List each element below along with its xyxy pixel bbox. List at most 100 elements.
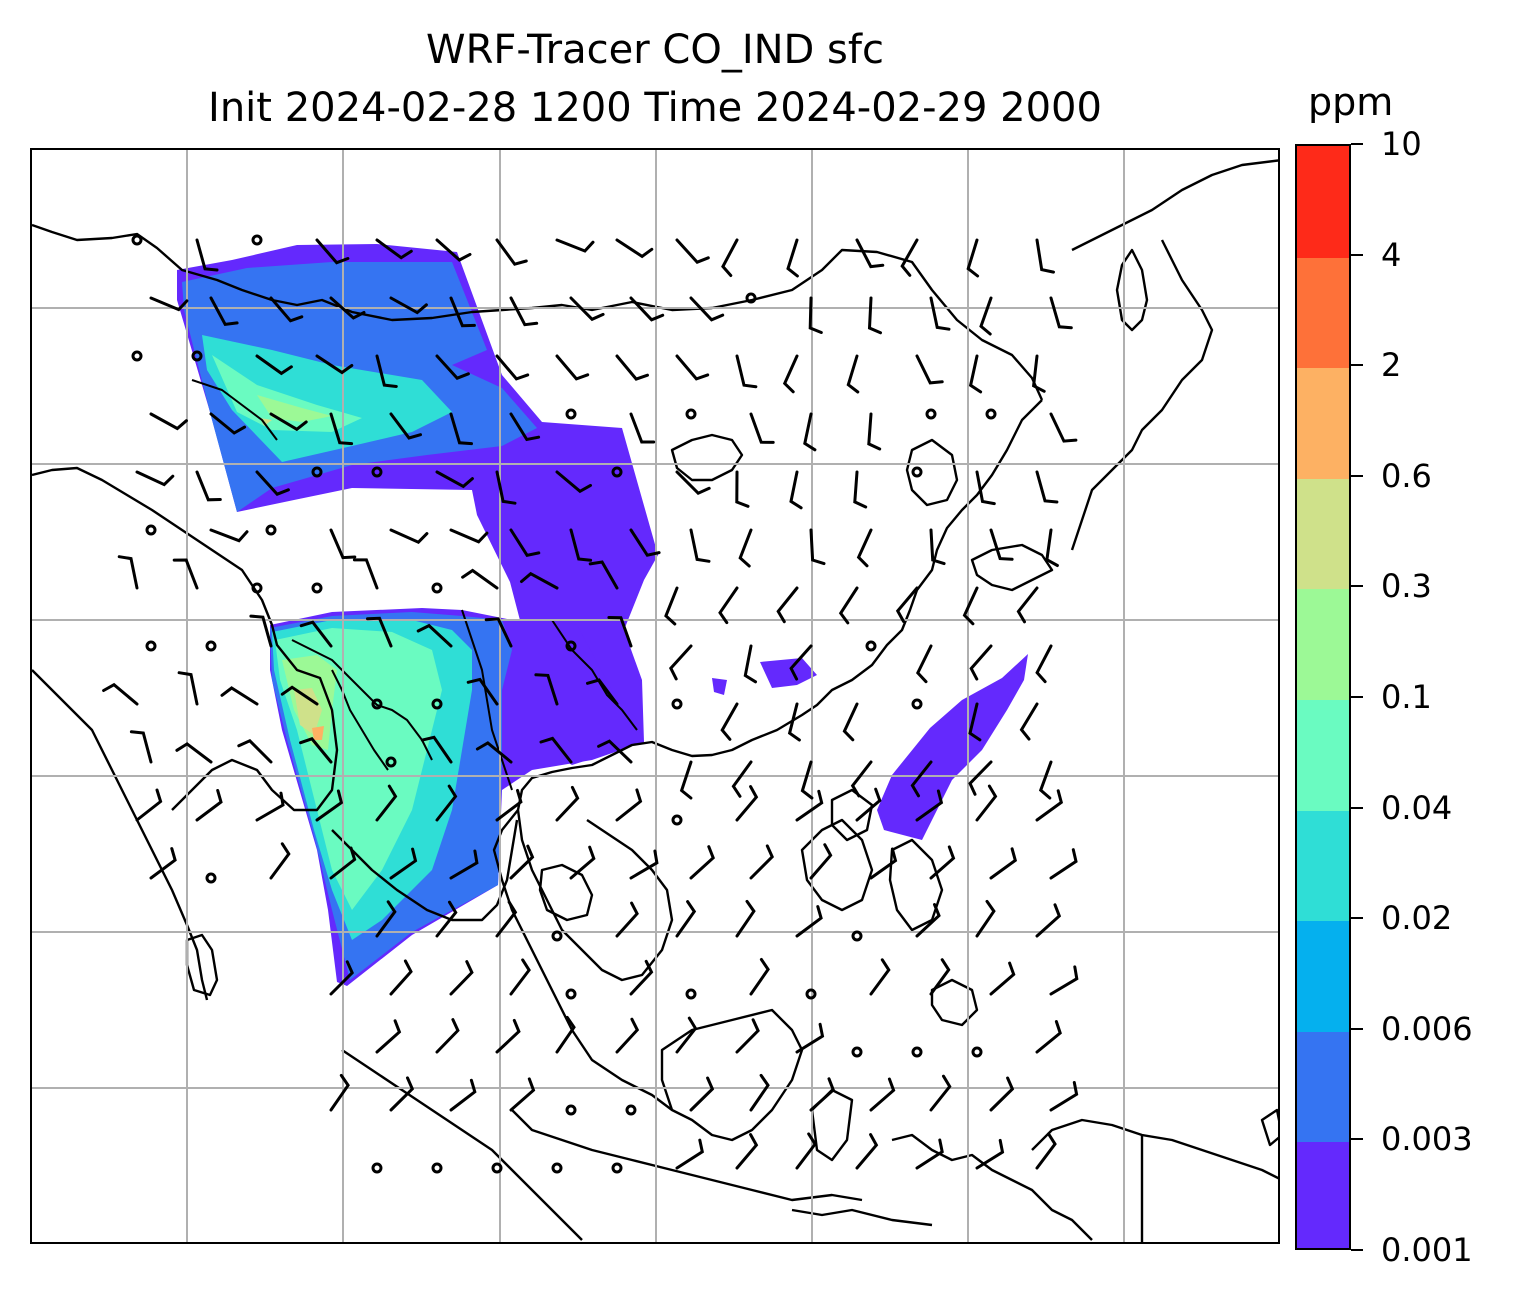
wind-barb [915,644,933,684]
wind-barb [209,528,249,543]
colorbar-band [1297,367,1349,479]
calm-wind-marker [911,466,923,478]
calm-wind-marker [565,988,577,1000]
wind-barb [555,470,592,494]
wind-barb [315,789,344,822]
colorbar-tick [1351,917,1363,920]
wind-barb [509,844,535,880]
wind-barb [968,760,993,796]
wind-barb [329,296,366,320]
wind-barb [375,238,413,260]
wind-barb [629,528,661,557]
wind-barb [416,623,453,648]
colorbar-tick [1351,253,1363,256]
colorbar-tick [1351,1138,1363,1141]
calm-wind-marker [311,582,323,594]
calm-wind-marker [431,1162,443,1174]
chart-title: WRF-Tracer CO_IND sfc [426,27,884,73]
wind-barb [749,412,775,444]
wind-barb [989,961,1016,996]
wind-barb [869,1077,896,1112]
wind-barb [979,296,993,336]
wind-barb [731,760,753,798]
wind-barb [375,354,398,388]
wind-barb [800,760,814,800]
wind-barb [375,1019,402,1054]
wind-barb [249,614,273,648]
wind-barb [1045,528,1059,567]
calm-wind-marker [251,234,263,246]
wind-barb [172,558,199,590]
calm-wind-marker [671,814,683,826]
wind-barb [795,905,823,938]
wind-barb [749,958,770,996]
wind-barb [735,1133,759,1170]
calm-wind-marker [145,524,157,536]
colorbar-tick-label: 0.003 [1381,1120,1473,1159]
wind-barb [929,845,956,880]
calm-wind-marker [311,466,323,478]
wind-barb [1035,1132,1057,1170]
wind-barb [299,620,333,648]
wind-barb [495,1018,521,1054]
calm-wind-marker [911,1046,923,1058]
wind-barb [555,1015,576,1054]
calm-wind-marker [371,466,383,478]
wind-barb [102,682,139,706]
calm-wind-marker [865,640,877,652]
colorbar-tick-label: 0.001 [1381,1231,1473,1269]
calm-wind-marker [371,698,383,710]
wind-barb [869,958,891,996]
wind-barb [1049,1081,1079,1112]
wind-barb [809,528,826,566]
wind-barb [615,238,654,259]
wind-barb [509,412,541,442]
wind-barb [329,528,357,560]
wind-barb [449,849,479,880]
colorbar-band [1297,699,1349,811]
calm-wind-marker [145,640,157,652]
calm-wind-marker [265,524,277,536]
wind-barb [280,685,319,706]
wind-barb [855,238,885,269]
wind-barb [449,1078,477,1112]
wind-barb [586,678,619,706]
wind-barb [789,644,813,681]
colorbar-band [1297,588,1349,700]
wind-barb [689,1076,715,1112]
wind-barb [195,238,219,272]
wind-barb [597,739,633,764]
wind-barb [449,296,476,328]
wind-barb [968,702,982,742]
wind-barb [1038,760,1053,800]
calm-wind-marker [205,640,217,652]
calm-wind-marker [911,698,923,710]
wind-barb [915,789,944,822]
wind-barb [900,238,919,277]
wind-barb [1016,586,1039,624]
wind-barb [329,412,354,446]
wind-barb [738,528,753,568]
calm-wind-marker [745,292,757,304]
wind-barb [569,528,593,562]
wind-barb [315,354,354,375]
wind-barb [749,844,774,880]
calm-wind-marker [985,408,997,420]
calm-wind-marker [491,1162,503,1174]
colorbar-tick [1351,364,1363,367]
calm-wind-marker [565,640,577,652]
wind-barb [435,354,470,380]
wind-barb [910,760,933,798]
wind-barb [867,296,882,335]
calm-wind-marker [565,408,577,420]
wind-barb [615,354,649,381]
wind-barb [689,296,725,322]
wind-barb [915,903,941,938]
calm-wind-marker [685,408,697,420]
calm-wind-marker [851,1046,863,1058]
calm-wind-marker [385,756,397,768]
wind-barb [435,784,458,822]
wind-barb [269,296,304,323]
wind-barb [735,1018,760,1054]
calm-wind-marker [565,1104,577,1116]
